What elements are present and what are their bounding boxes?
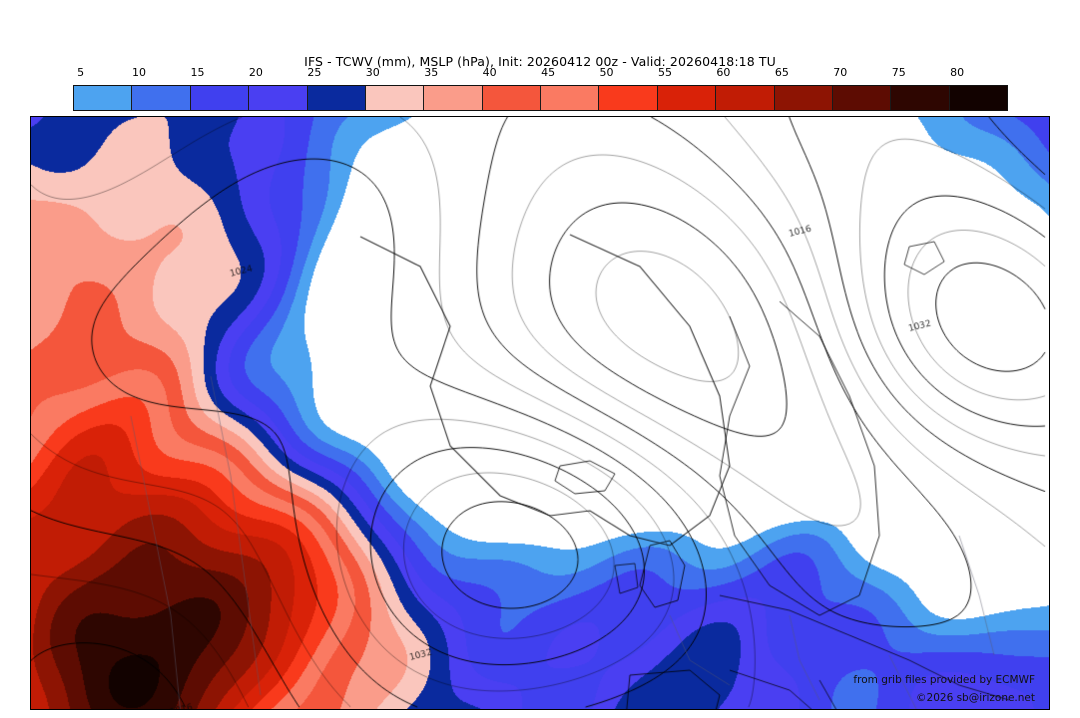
colorbar-segment-35 bbox=[424, 86, 483, 110]
colorbar-tick-45: 45 bbox=[541, 66, 556, 79]
colorbar-segment-30 bbox=[365, 86, 425, 110]
colorbar-tick-55: 55 bbox=[657, 66, 672, 79]
colorbar-tick-labels: 5 10 15 20 25 30 35 40 45 50 55 60 65 70 75 80 bbox=[73, 66, 1008, 82]
data-source-credit: from grib files provided by ECMWF bbox=[853, 674, 1035, 686]
colorbar-tick-5: 5 bbox=[77, 66, 85, 79]
colorbar-tick-50: 50 bbox=[599, 66, 614, 79]
colorbar-tick-15: 15 bbox=[190, 66, 205, 79]
colorbar-tick-10: 10 bbox=[132, 66, 147, 79]
colorbar bbox=[73, 85, 1008, 111]
colorbar-tick-60: 60 bbox=[716, 66, 731, 79]
colorbar-segment-65 bbox=[774, 86, 833, 110]
colorbar-segments bbox=[73, 85, 1008, 111]
colorbar-segment-40 bbox=[482, 86, 541, 110]
map-panel[interactable]: from grib files provided by ECMWF ©2026 … bbox=[30, 116, 1050, 710]
copyright-credit: ©2026 sb@irizone.net bbox=[916, 692, 1035, 704]
colorbar-segment-45 bbox=[541, 86, 600, 110]
colorbar-segment-75 bbox=[891, 86, 950, 110]
colorbar-segment-15 bbox=[190, 86, 250, 110]
colorbar-tick-75: 75 bbox=[891, 66, 906, 79]
colorbar-segment-5 bbox=[74, 86, 133, 110]
colorbar-segment-10 bbox=[132, 86, 191, 110]
colorbar-tick-40: 40 bbox=[482, 66, 497, 79]
colorbar-segment-60 bbox=[716, 86, 775, 110]
colorbar-segment-80 bbox=[949, 86, 1007, 110]
colorbar-segment-20 bbox=[249, 86, 308, 110]
colorbar-tick-65: 65 bbox=[774, 66, 789, 79]
colorbar-segment-55 bbox=[657, 86, 717, 110]
colorbar-tick-25: 25 bbox=[307, 66, 322, 79]
colorbar-tick-70: 70 bbox=[833, 66, 848, 79]
colorbar-segment-50 bbox=[599, 86, 658, 110]
colorbar-tick-80: 80 bbox=[950, 66, 965, 79]
colorbar-tick-20: 20 bbox=[248, 66, 263, 79]
mslp-contour-and-coastline-canvas bbox=[31, 117, 1049, 709]
colorbar-segment-25 bbox=[307, 86, 366, 110]
colorbar-tick-30: 30 bbox=[365, 66, 380, 79]
page-title: IFS - TCWV (mm), MSLP (hPa), Init: 20260… bbox=[304, 54, 776, 69]
colorbar-tick-35: 35 bbox=[424, 66, 439, 79]
colorbar-segment-70 bbox=[832, 86, 892, 110]
